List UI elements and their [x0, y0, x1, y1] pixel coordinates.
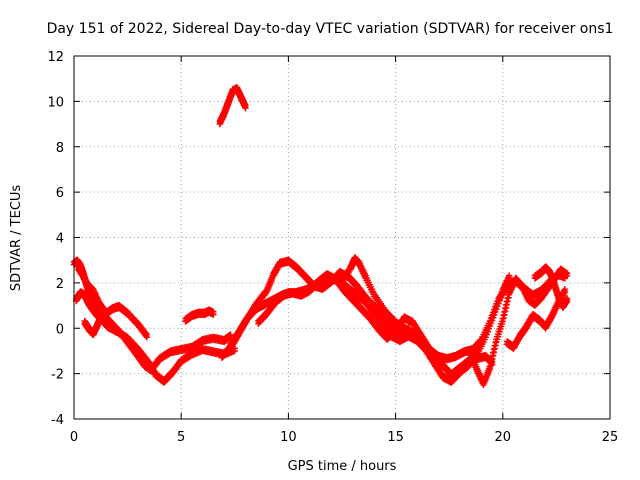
y-tick-label: 12	[47, 50, 64, 65]
axis-ticks: 0 5 10 15 20 25 -4 -2 0 2 4 6 8 10 12	[47, 50, 618, 445]
y-tick-label: 6	[56, 186, 64, 201]
x-axis-label: GPS time / hours	[288, 459, 397, 474]
data-point	[98, 310, 106, 318]
series-track-13	[531, 263, 571, 312]
series-track-4	[81, 310, 106, 339]
data-point	[560, 287, 568, 294]
series-track-2	[72, 288, 238, 386]
x-tick-label: 0	[70, 430, 78, 445]
data-point	[227, 331, 234, 338]
data-point	[506, 272, 513, 279]
x-tick-label: 25	[602, 430, 619, 445]
series-track-6	[216, 84, 249, 128]
x-tick-label: 15	[387, 430, 404, 445]
data-point	[563, 270, 571, 277]
y-axis-label: SDTVAR / TECUs	[9, 185, 24, 292]
data-point	[210, 308, 217, 316]
series-track-3	[75, 263, 151, 341]
data-point	[412, 330, 419, 337]
series-track-10	[317, 254, 421, 341]
x-tick-label: 10	[280, 430, 297, 445]
x-tick-label: 20	[495, 430, 512, 445]
x-tick-label: 5	[177, 430, 185, 445]
data-point	[413, 331, 421, 338]
data-points	[70, 84, 571, 389]
series-track-5	[182, 306, 217, 325]
y-tick-label: 4	[56, 232, 64, 247]
series-track-12	[503, 286, 569, 352]
y-tick-label: -2	[51, 368, 64, 383]
chart-title: Day 151 of 2022, Sidereal Day-to-day VTE…	[47, 21, 614, 37]
data-point	[561, 286, 569, 293]
data-point	[242, 102, 249, 109]
data-point	[142, 329, 150, 337]
y-tick-label: 10	[47, 95, 64, 110]
data-point	[143, 331, 151, 338]
y-tick-label: -4	[51, 413, 64, 428]
data-point	[563, 295, 571, 302]
y-tick-label: 2	[56, 277, 64, 292]
y-tick-label: 8	[56, 141, 64, 156]
y-tick-label: 0	[56, 322, 64, 337]
